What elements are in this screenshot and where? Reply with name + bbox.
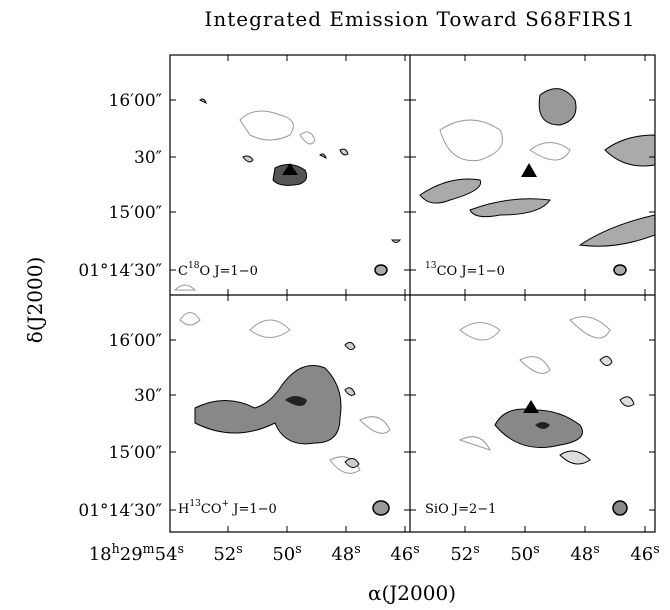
panel-map [179, 312, 391, 516]
x-tick-label: 18h29m54s [89, 541, 184, 565]
panel-label: C18O J=1−0 [178, 261, 258, 279]
text-part: CO J=1−0 [437, 264, 505, 279]
text-part: 52 [450, 544, 473, 565]
text-part: SiO J=2−1 [425, 502, 496, 517]
text-part: 18 [89, 544, 112, 565]
text-part: O J=1−0 [200, 264, 258, 279]
superscript: s [593, 541, 599, 556]
x-tick-label: 50s [272, 541, 301, 565]
superscript: 13 [425, 261, 437, 271]
text-part: 50 [510, 544, 533, 565]
superscript: h [112, 541, 120, 556]
x-tick-label: 48s [570, 541, 599, 565]
figure-title: Integrated Emission Toward S68FIRS1 [204, 7, 635, 31]
x-tick-label: 52s [450, 541, 479, 565]
x-tick-label: 52s [213, 541, 242, 565]
superscript: + [222, 499, 230, 509]
superscript: 18 [188, 261, 200, 271]
y-tick-label: 15′00″ [109, 203, 162, 223]
text-part: J=1−0 [229, 502, 277, 517]
superscript: s [354, 541, 360, 556]
superscript: s [533, 541, 539, 556]
superscript: s [413, 541, 419, 556]
text-part: 48 [331, 544, 354, 565]
y-tick-label: 01°14′30″ [78, 261, 162, 281]
y-tick-label: 16′00″ [109, 91, 162, 111]
panel-map [173, 98, 402, 291]
text-part: 29 [120, 544, 143, 565]
x-tick-label: 48s [331, 541, 360, 565]
superscript: 13 [189, 499, 201, 509]
superscript: s [653, 541, 659, 556]
panel-map [458, 316, 635, 516]
text-part: 48 [570, 544, 593, 565]
text-part: 52 [213, 544, 236, 565]
panel-label: 13CO J=1−0 [425, 261, 505, 279]
panel-map [419, 88, 655, 276]
text-part: 46 [390, 544, 413, 565]
superscript: s [178, 541, 184, 556]
y-tick-label: 15′00″ [109, 443, 162, 463]
text-part: C [178, 264, 188, 279]
x-tick-label: 50s [510, 541, 539, 565]
x-tick-label: 46s [390, 541, 419, 565]
x-tick-label: 46s [630, 541, 659, 565]
superscript: s [295, 541, 301, 556]
text-part: H [178, 502, 189, 517]
y-tick-label: 01°14′30″ [78, 501, 162, 521]
panel-label: SiO J=2−1 [425, 502, 496, 517]
text-part: 50 [272, 544, 295, 565]
y-tick-label: 30″ [134, 148, 162, 168]
y-tick-label: 30″ [134, 386, 162, 406]
superscript: s [236, 541, 242, 556]
x-axis-label: α(J2000) [368, 581, 456, 605]
y-axis-label: δ(J2000) [23, 257, 47, 344]
text-part: 46 [630, 544, 653, 565]
panel-label: H13CO+ J=1−0 [178, 499, 277, 517]
superscript: s [473, 541, 479, 556]
text-part: CO [201, 502, 222, 517]
text-part: 54 [155, 544, 178, 565]
superscript: m [143, 541, 155, 556]
y-tick-label: 16′00″ [109, 331, 162, 351]
